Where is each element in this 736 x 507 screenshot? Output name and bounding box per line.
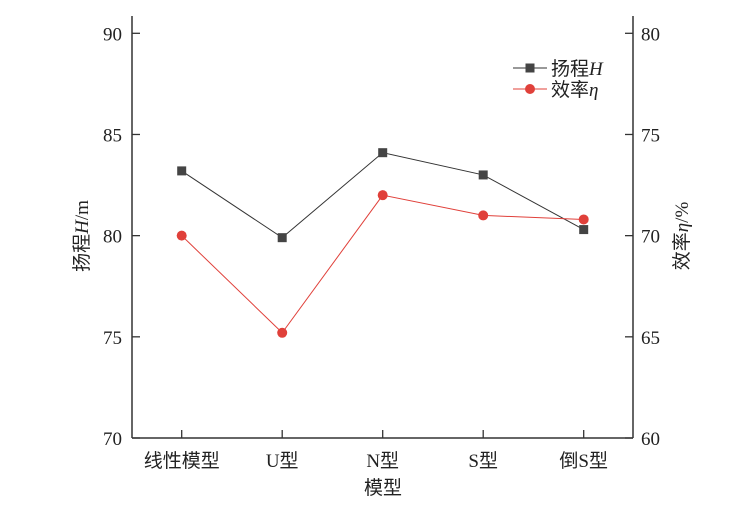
legend-marker-circle <box>525 84 535 94</box>
y-right-tick-label: 80 <box>641 24 660 45</box>
y-right-tick-label: 60 <box>641 429 660 450</box>
data-point-square <box>177 166 187 176</box>
data-point-circle <box>176 230 187 241</box>
y-left-tick-label: 90 <box>103 24 122 45</box>
y-axis-left-label-var: H <box>72 219 93 235</box>
y-axis-right-label-unit: /% <box>672 202 693 223</box>
data-point-circle <box>478 210 489 221</box>
series-efficiency <box>176 190 589 338</box>
x-tick-label: U型 <box>266 450 299 472</box>
y-right-tick-label: 65 <box>641 328 660 349</box>
data-point-circle <box>578 214 589 225</box>
series-layer <box>176 148 589 338</box>
legend-label: 效率η <box>551 79 598 101</box>
legend-label: 扬程H <box>551 58 604 80</box>
y-left-tick-label: 70 <box>103 429 122 450</box>
y-axis-left-label-unit: /m <box>72 200 93 220</box>
axes: 70 75 80 85 90 60 65 70 75 80 线性模型 U型 N型 S型 倒S型 <box>103 16 660 472</box>
data-point-square <box>378 148 388 158</box>
y-axis-right-label-var: η <box>672 223 693 232</box>
data-point-square <box>277 233 287 243</box>
series-head <box>177 148 589 243</box>
data-point-circle <box>277 327 288 338</box>
y-right-tick-label: 75 <box>641 125 660 146</box>
data-point-square <box>478 170 488 180</box>
y-left-tick-label: 85 <box>103 125 122 146</box>
x-tick-label: 倒S型 <box>559 450 608 472</box>
legend-label-var: H <box>588 59 604 80</box>
x-tick-label: S型 <box>468 450 498 472</box>
y-left-tick-label: 80 <box>103 227 122 248</box>
x-axis-label: 模型 <box>364 477 402 499</box>
y-axis-right-label-text: 效率 <box>671 232 693 270</box>
x-tick-label: 线性模型 <box>144 450 220 472</box>
legend-label-text: 扬程 <box>551 58 589 80</box>
legend-label-var: η <box>589 80 598 101</box>
y-axis-right-label: 效率η/% <box>671 202 693 271</box>
x-tick-label: N型 <box>366 450 399 472</box>
legend-label-text: 效率 <box>551 79 589 101</box>
legend-marker-square <box>525 63 535 73</box>
data-point-square <box>579 225 589 235</box>
y-left-tick-label: 75 <box>103 328 122 349</box>
data-point-circle <box>377 190 388 201</box>
y-axis-left-label: 扬程H/m <box>71 200 93 272</box>
y-right-tick-label: 70 <box>641 227 660 248</box>
y-axis-left-label-text: 扬程 <box>71 234 93 272</box>
series-line <box>181 194 584 334</box>
